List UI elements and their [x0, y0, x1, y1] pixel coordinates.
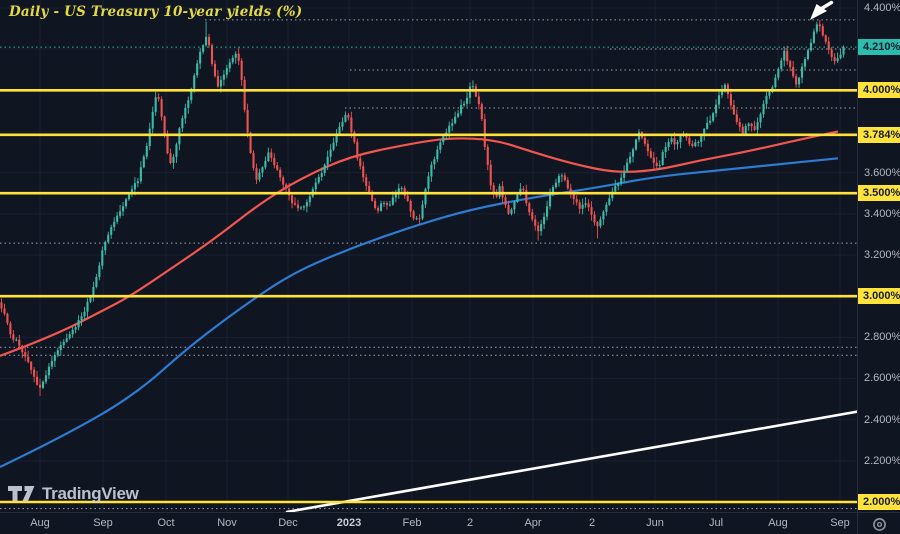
y-axis-label: 3.200%: [864, 249, 900, 261]
price-level-badge: 4.000%: [858, 82, 900, 98]
price-level-badge: 3.000%: [858, 288, 900, 304]
x-axis-label: 2023: [336, 517, 362, 529]
x-axis-label: Feb: [402, 517, 422, 529]
candles-up: [15, 21, 845, 390]
price-level-badge: 3.784%: [858, 127, 900, 143]
x-axis-label: Oct: [157, 517, 175, 529]
x-axis-label: 2: [588, 517, 596, 529]
price-level-badge: 3.500%: [858, 185, 900, 201]
y-axis-label: 3.600%: [864, 167, 900, 179]
tradingview-logo-text: TradingView: [42, 484, 139, 503]
x-axis-label: Apr: [524, 517, 542, 529]
ma-slow-line: [0, 157, 839, 468]
x-axis-label: Jun: [646, 517, 664, 529]
y-axis-label: 2.800%: [864, 331, 900, 343]
x-axis-label: Dec: [278, 517, 298, 529]
axis-settings-corner[interactable]: [857, 512, 900, 534]
cursor-arrow-icon: [810, 0, 834, 20]
y-axis-label: 3.400%: [864, 208, 900, 220]
x-axis-label: Nov: [217, 517, 237, 529]
y-axis-label: 2.200%: [864, 455, 900, 467]
price-level-badge: 2.000%: [858, 494, 900, 510]
ma-fast-line: [0, 130, 839, 357]
price-chart-canvas[interactable]: [0, 0, 857, 512]
y-axis-label: 2.400%: [864, 414, 900, 426]
y-axis-label: 2.600%: [864, 372, 900, 384]
x-axis-label: Aug: [768, 517, 788, 529]
x-axis-label: Jul: [708, 517, 724, 529]
last-price-badge: 4.210%: [858, 39, 900, 55]
x-axis-label: 2: [466, 517, 474, 529]
gear-icon: [873, 518, 886, 531]
price-axis[interactable]: 4.400% 3.600% 3.400% 3.200% 2.800% 2.600% 2.40…: [857, 0, 900, 512]
tradingview-logo-icon: [8, 485, 35, 501]
time-axis[interactable]: Aug Sep Oct Nov Dec 2023 Feb 2 Apr 2 Jun Jul Aug Sep: [0, 512, 857, 534]
x-axis-label: Aug: [30, 517, 50, 529]
x-axis-label: Sep: [830, 517, 850, 529]
tradingview-logo[interactable]: TradingView: [8, 484, 139, 504]
chart-title: Daily - US Treasury 10-year yields (%): [9, 4, 303, 20]
y-axis-label: 4.400%: [864, 2, 900, 14]
x-axis-label: Sep: [93, 517, 113, 529]
